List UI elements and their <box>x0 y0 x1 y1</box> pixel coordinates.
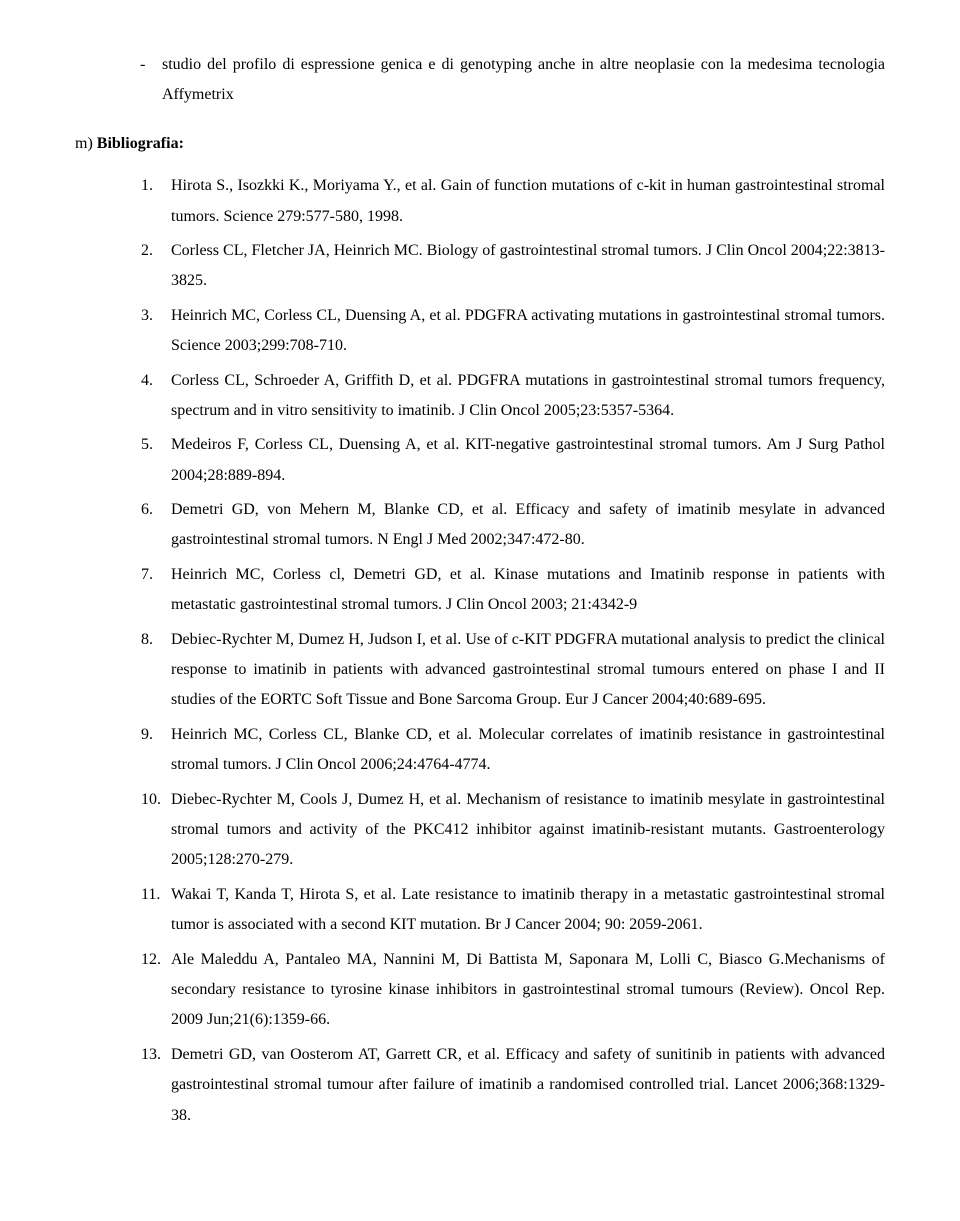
reference-text: Ale Maleddu A, Pantaleo MA, Nannini M, D… <box>171 951 885 1029</box>
heading-prefix: m) <box>75 135 97 152</box>
references-list: Hirota S., Isozkki K., Moriyama Y., et a… <box>75 171 885 1131</box>
reference-text: Medeiros F, Corless CL, Duensing A, et a… <box>171 436 885 483</box>
reference-text: Diebec-Rychter M, Cools J, Dumez H, et a… <box>171 791 885 869</box>
reference-item: Wakai T, Kanda T, Hirota S, et al. Late … <box>108 880 885 941</box>
reference-text: Debiec-Rychter M, Dumez H, Judson I, et … <box>171 631 885 709</box>
reference-item: Ale Maleddu A, Pantaleo MA, Nannini M, D… <box>108 945 885 1036</box>
reference-text: Wakai T, Kanda T, Hirota S, et al. Late … <box>171 886 885 933</box>
reference-text: Heinrich MC, Corless CL, Blanke CD, et a… <box>171 726 885 773</box>
reference-item: Hirota S., Isozkki K., Moriyama Y., et a… <box>108 171 885 232</box>
reference-text: Corless CL, Fletcher JA, Heinrich MC. Bi… <box>171 242 885 289</box>
heading-label: Bibliografia: <box>97 135 184 152</box>
reference-item: Corless CL, Schroeder A, Griffith D, et … <box>108 366 885 427</box>
reference-text: Hirota S., Isozkki K., Moriyama Y., et a… <box>171 177 885 224</box>
reference-text: Demetri GD, van Oosterom AT, Garrett CR,… <box>171 1046 885 1124</box>
reference-item: Heinrich MC, Corless CL, Duensing A, et … <box>108 301 885 362</box>
intro-bullet-dash: - <box>140 50 162 80</box>
reference-item: Heinrich MC, Corless cl, Demetri GD, et … <box>108 560 885 621</box>
reference-item: Diebec-Rychter M, Cools J, Dumez H, et a… <box>108 785 885 876</box>
reference-item: Debiec-Rychter M, Dumez H, Judson I, et … <box>108 625 885 716</box>
section-heading: m) Bibliografia: <box>75 129 885 159</box>
reference-item: Corless CL, Fletcher JA, Heinrich MC. Bi… <box>108 236 885 297</box>
reference-item: Medeiros F, Corless CL, Duensing A, et a… <box>108 430 885 491</box>
reference-text: Corless CL, Schroeder A, Griffith D, et … <box>171 372 885 419</box>
intro-bullet-item: -studio del profilo di espressione genic… <box>140 50 885 111</box>
reference-text: Demetri GD, von Mehern M, Blanke CD, et … <box>171 501 885 548</box>
reference-text: Heinrich MC, Corless cl, Demetri GD, et … <box>171 566 885 613</box>
intro-bullet-text: studio del profilo di espressione genica… <box>162 56 885 103</box>
reference-item: Demetri GD, von Mehern M, Blanke CD, et … <box>108 495 885 556</box>
reference-item: Demetri GD, van Oosterom AT, Garrett CR,… <box>108 1040 885 1131</box>
reference-item: Heinrich MC, Corless CL, Blanke CD, et a… <box>108 720 885 781</box>
reference-text: Heinrich MC, Corless CL, Duensing A, et … <box>171 307 885 354</box>
